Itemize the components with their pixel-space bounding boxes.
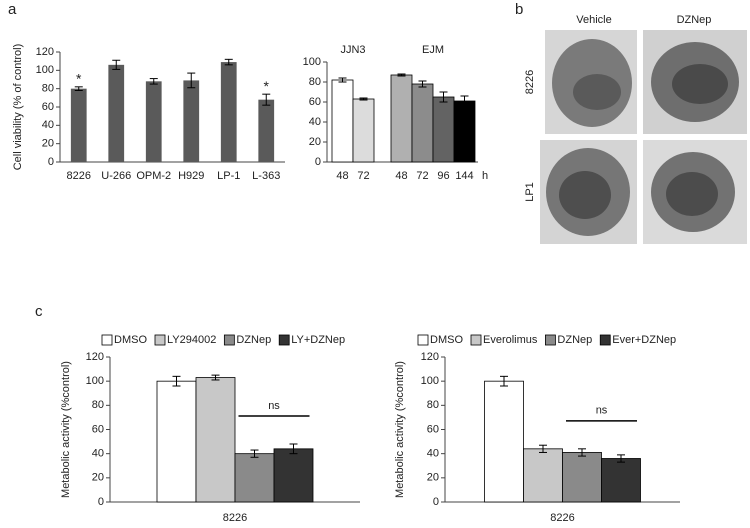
micrograph <box>643 140 747 244</box>
legend-label: LY+DZNep <box>291 334 345 346</box>
y-tick-label: 100 <box>86 375 104 387</box>
bar <box>220 62 237 163</box>
bar <box>601 458 641 503</box>
x-tick-label: L-363 <box>252 170 280 182</box>
legend-swatch <box>470 334 482 346</box>
x-tick-label: 144 <box>455 170 473 182</box>
bar <box>195 377 236 503</box>
image-row-label: 8226 <box>524 70 536 94</box>
x-tick-label: 48 <box>395 170 407 182</box>
group-label: EJM <box>422 44 444 56</box>
legend-label: Everolimus <box>483 334 538 346</box>
y-tick-label: 120 <box>36 46 54 58</box>
y-tick-label: 60 <box>427 423 439 435</box>
y-tick-label: 120 <box>86 351 104 363</box>
micrograph <box>540 140 637 244</box>
bar <box>156 380 197 503</box>
legend-swatch <box>223 334 235 346</box>
micrograph <box>545 30 637 134</box>
y-tick-label: 40 <box>92 448 104 460</box>
bar <box>562 452 602 503</box>
bar <box>108 64 125 162</box>
x-tick-label: 48 <box>336 170 348 182</box>
bar <box>390 74 413 163</box>
image-column-label: DZNep <box>677 14 712 26</box>
y-tick-label: 0 <box>48 156 54 168</box>
y-tick-label: 20 <box>42 138 54 150</box>
panel-label: a <box>8 1 17 18</box>
x-tick-label: U-266 <box>101 170 131 182</box>
y-tick-label: 60 <box>42 101 54 113</box>
bar <box>145 81 162 162</box>
bar <box>273 448 314 503</box>
x-tick-label: 8226 <box>550 512 574 524</box>
y-tick-label: 0 <box>433 496 439 508</box>
legend-swatch <box>278 334 290 346</box>
bar <box>411 83 434 163</box>
micrograph <box>643 30 747 134</box>
bar <box>234 453 275 503</box>
y-tick-label: 80 <box>427 399 439 411</box>
legend-label: DMSO <box>430 334 463 346</box>
y-tick-label: 40 <box>427 448 439 460</box>
x-tick-label: 72 <box>357 170 369 182</box>
legend-label: DZNep <box>236 334 271 346</box>
legend-swatch <box>599 334 611 346</box>
annotation: ns <box>268 400 280 412</box>
x-tick-label: 8226 <box>67 170 91 182</box>
x-tick-label: OPM-2 <box>136 170 171 182</box>
y-tick-label: 80 <box>309 76 321 88</box>
y-tick-label: 0 <box>98 496 104 508</box>
x-tick-label: 96 <box>437 170 449 182</box>
y-tick-label: 80 <box>42 83 54 95</box>
bar <box>258 99 275 162</box>
legend-label: DZNep <box>557 334 592 346</box>
legend-swatch <box>417 334 429 346</box>
annotation: * <box>76 71 82 87</box>
bar <box>453 100 476 163</box>
legend-label: DMSO <box>114 334 147 346</box>
x-tick-label: H929 <box>178 170 204 182</box>
bar <box>352 98 375 163</box>
x-tick-label: 72 <box>416 170 428 182</box>
bar <box>432 96 455 163</box>
legend-swatch <box>101 334 113 346</box>
y-tick-label: 100 <box>421 375 439 387</box>
annotation: ns <box>596 405 608 417</box>
image-column-label: Vehicle <box>576 14 611 26</box>
y-tick-label: 20 <box>92 472 104 484</box>
bar <box>331 79 354 163</box>
panel-label: b <box>515 1 523 18</box>
group-label: JJN3 <box>340 44 365 56</box>
x-unit-label: h <box>482 170 488 182</box>
legend-swatch <box>154 334 166 346</box>
bar <box>70 88 87 162</box>
y-tick-label: 100 <box>303 56 321 68</box>
y-axis-label: Metabolic activity (%control) <box>394 361 406 498</box>
panel-label: c <box>35 303 43 320</box>
y-tick-label: 60 <box>92 423 104 435</box>
bar <box>484 380 524 503</box>
y-tick-label: 40 <box>42 119 54 131</box>
y-tick-label: 20 <box>427 472 439 484</box>
y-tick-label: 120 <box>421 351 439 363</box>
bar <box>183 80 200 162</box>
annotation: * <box>264 78 270 94</box>
x-tick-label: 8226 <box>223 512 247 524</box>
legend-label: Ever+DZNep <box>612 334 676 346</box>
legend-label: LY294002 <box>167 334 216 346</box>
legend-swatch <box>545 334 556 346</box>
y-axis-label: Cell viability (% of control) <box>12 44 24 171</box>
x-tick-label: LP-1 <box>217 170 240 182</box>
y-tick-label: 20 <box>309 136 321 148</box>
bar <box>523 448 563 503</box>
y-axis-label: Metabolic activity (%control) <box>60 361 72 498</box>
y-tick-label: 60 <box>309 96 321 108</box>
image-row-label: LP1 <box>524 182 536 202</box>
y-tick-label: 100 <box>36 64 54 76</box>
y-tick-label: 80 <box>92 399 104 411</box>
y-tick-label: 0 <box>315 156 321 168</box>
y-tick-label: 40 <box>309 116 321 128</box>
